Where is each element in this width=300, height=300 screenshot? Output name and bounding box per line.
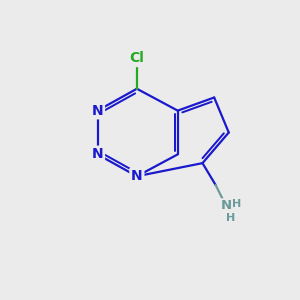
Text: N: N [92, 147, 103, 161]
Text: Cl: Cl [129, 51, 144, 65]
Text: N: N [220, 199, 231, 212]
Text: N: N [92, 103, 103, 118]
Text: H: H [232, 199, 242, 209]
Text: H: H [226, 213, 236, 223]
Text: N: N [131, 169, 143, 183]
